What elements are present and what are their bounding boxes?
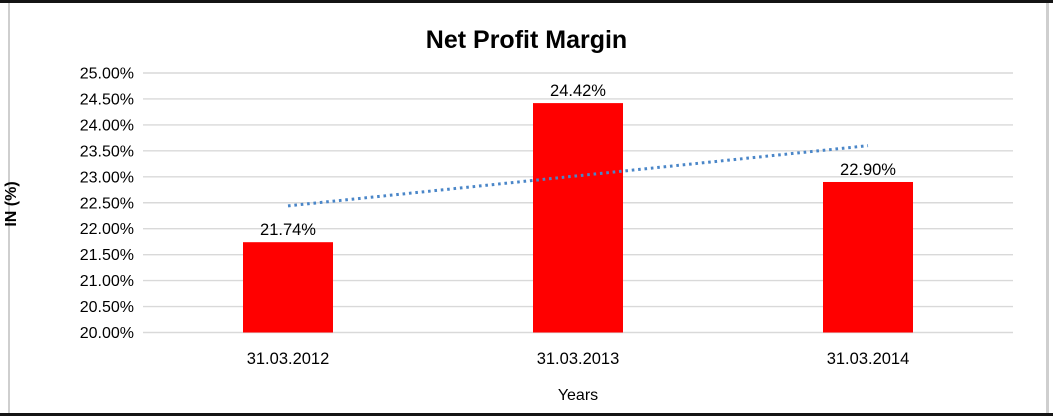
x-axis-title: Years [557, 387, 599, 404]
y-tick-label: 22.50% [80, 195, 134, 212]
x-category-label: 31.03.2014 [827, 350, 910, 368]
bar [533, 103, 623, 333]
chart-title: Net Profit Margin [425, 26, 628, 54]
y-tick-label: 21.50% [80, 247, 134, 264]
y-tick-label: 20.00% [80, 325, 134, 342]
y-tick-label: 21.00% [80, 273, 134, 290]
x-category-label: 31.03.2012 [247, 350, 330, 368]
bar-data-label: 24.42% [550, 82, 606, 100]
y-tick-label: 25.00% [80, 66, 134, 83]
trendline [287, 144, 869, 208]
y-tick-label: 24.50% [80, 91, 134, 108]
y-tick-label: 20.50% [80, 299, 134, 316]
bar [243, 242, 333, 333]
y-axis-title: IN (%) [3, 181, 20, 227]
plot-area: 20.00% 20.50% 21.00% 21.50% 22.00% 22.50% 23.0… [80, 66, 1013, 368]
y-tick-label: 23.50% [80, 143, 134, 160]
y-tick-label: 24.00% [80, 117, 134, 134]
y-tick-label: 22.00% [80, 221, 134, 238]
bar-data-label: 22.90% [840, 161, 896, 179]
frame-left-border [8, 3, 10, 413]
y-tick-label: 23.00% [80, 169, 134, 186]
x-category-label: 31.03.2013 [537, 350, 620, 368]
bar-data-label: 21.74% [260, 221, 316, 239]
frame-right-border [1046, 3, 1049, 413]
bar [823, 181, 913, 333]
